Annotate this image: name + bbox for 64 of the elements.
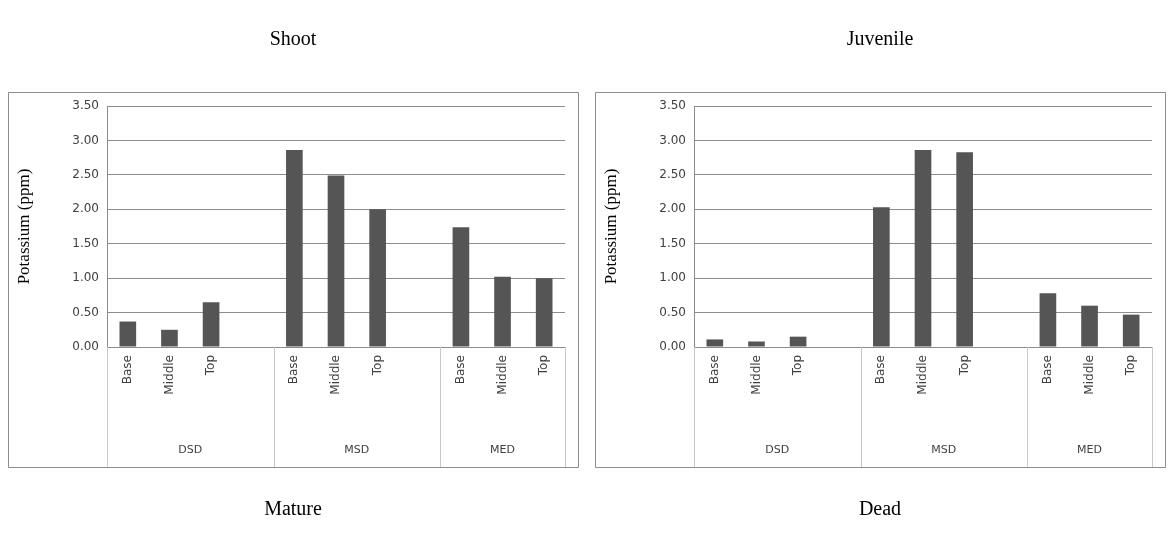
bar [789,336,807,347]
bar [1122,314,1140,347]
x-tick-label: Top [956,355,971,377]
bar [535,278,553,347]
bar [956,152,973,347]
x-tick-label: Base [1040,355,1055,385]
bar [161,329,178,347]
bar [286,150,303,347]
bar [873,207,890,347]
text: Shoot [269,27,317,50]
y-tick-label: 2.50 [659,166,686,181]
bar [748,341,765,347]
y-tick-label: 2.00 [659,201,686,216]
bar [914,150,932,347]
y-tick-label: 2.00 [72,201,99,216]
x-tick-label: Base [119,355,134,385]
x-tick-label: Middle [748,355,763,395]
y-axis-title: Potassium (ppm) [600,168,620,285]
x-tick-label: Top [1123,355,1138,377]
bar [494,276,511,347]
bar [369,209,386,347]
y-tick-label: 1.50 [659,235,686,250]
x-tick-label: Base [453,355,468,385]
bar [1081,305,1098,347]
bar [452,227,470,347]
x-tick-label: Middle [494,355,509,395]
y-tick-label: 3.00 [72,132,99,147]
y-tick-label: 0.50 [72,304,99,319]
y-tick-label: 2.50 [72,166,99,181]
bar [119,321,137,347]
text: MSD [344,442,370,456]
y-tick-label: 0.50 [659,304,686,319]
bar [327,175,345,347]
text: Mature [264,497,322,520]
y-tick-label: 1.00 [659,270,686,285]
x-tick-label: Base [286,355,301,385]
bar [1039,293,1057,347]
x-tick-label: Middle [328,355,343,395]
x-tick-label: Top [203,355,218,377]
x-tick-label: Top [369,355,384,377]
x-tick-label: Middle [161,355,176,395]
text: Dead [858,497,902,520]
x-tick-label: Base [706,355,721,385]
text: MSD [931,442,957,456]
x-tick-label: Top [536,355,551,377]
text: Juvenile [846,27,914,50]
x-tick-label: Middle [915,355,930,395]
y-axis-title: Potassium (ppm) [13,168,33,285]
y-tick-label: 3.00 [659,132,686,147]
x-tick-label: Base [873,355,888,385]
y-tick-label: 3.50 [72,98,99,113]
text: MED [1077,442,1103,456]
y-tick-label: 0.00 [659,339,686,354]
text: MED [490,442,516,456]
y-tick-label: 1.50 [72,235,99,250]
text: DSD [178,442,203,456]
y-tick-label: 1.00 [72,270,99,285]
y-tick-label: 3.50 [659,98,686,113]
text: DSD [765,442,790,456]
bar [202,302,220,347]
x-tick-label: Middle [1081,355,1096,395]
bar [706,339,724,347]
x-tick-label: Top [790,355,805,377]
y-tick-label: 0.00 [72,339,99,354]
